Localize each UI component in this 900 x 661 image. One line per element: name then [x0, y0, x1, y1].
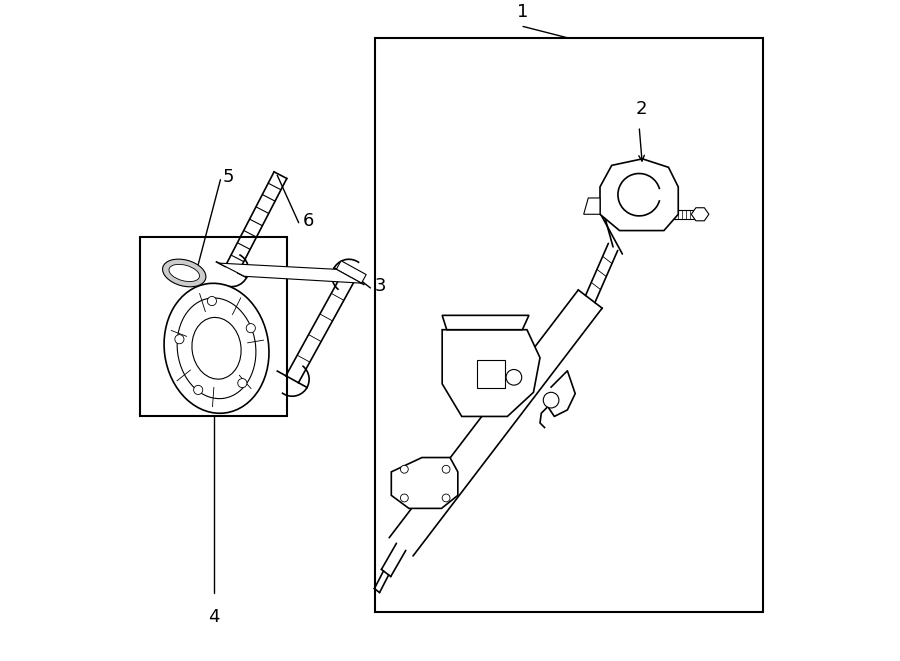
- Circle shape: [400, 465, 409, 473]
- Circle shape: [442, 465, 450, 473]
- Polygon shape: [392, 457, 458, 508]
- Ellipse shape: [164, 284, 269, 413]
- Polygon shape: [691, 208, 709, 221]
- Circle shape: [442, 494, 450, 502]
- Bar: [375, 38, 763, 612]
- Polygon shape: [600, 159, 679, 231]
- Circle shape: [194, 385, 202, 395]
- Text: 2: 2: [635, 100, 647, 118]
- Text: 5: 5: [223, 168, 235, 186]
- Ellipse shape: [163, 259, 206, 287]
- Polygon shape: [584, 198, 600, 214]
- Text: 6: 6: [302, 212, 314, 230]
- Circle shape: [238, 379, 247, 387]
- Bar: [140, 237, 287, 416]
- Circle shape: [207, 297, 217, 305]
- Polygon shape: [337, 260, 366, 283]
- Circle shape: [400, 494, 409, 502]
- Circle shape: [247, 324, 256, 332]
- Polygon shape: [442, 330, 540, 416]
- Text: 4: 4: [208, 607, 220, 626]
- Polygon shape: [219, 263, 362, 283]
- Circle shape: [544, 393, 559, 408]
- Text: 1: 1: [518, 3, 528, 20]
- Text: 3: 3: [375, 277, 386, 295]
- Ellipse shape: [169, 264, 200, 282]
- Polygon shape: [442, 315, 529, 330]
- Circle shape: [175, 334, 184, 344]
